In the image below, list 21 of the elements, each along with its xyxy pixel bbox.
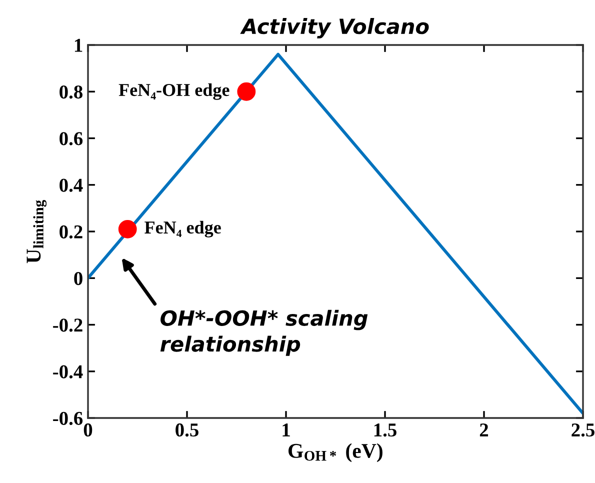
x-tick-label: 2 (480, 423, 488, 436)
annotation: FeN₄-OH edge (118, 83, 230, 100)
x-tick-label: 2.5 (572, 423, 594, 437)
y-tick-label: 0.4 (60, 178, 83, 192)
x-tick-label: 1.5 (374, 424, 396, 437)
y-tick-label: -0.4 (53, 365, 83, 378)
y-tick-label: -0.6 (53, 412, 83, 426)
y-tick-label: 1 (74, 38, 82, 52)
annotation: OH*-OOH* scaling relationship (160, 310, 368, 356)
y-tick-label: 0.6 (60, 132, 83, 146)
annotation: FeN₄ edge (144, 220, 221, 238)
x-tick-label: 0 (84, 423, 92, 437)
x-axis-title: G$_{OH*}$ (eV) (288, 443, 382, 462)
y-axis-title: U$_{limiting}$ (26, 200, 47, 264)
y-tick-label: 0.8 (60, 85, 82, 99)
x-tick-label: 1 (282, 424, 290, 436)
chart-title: Activity Volcano (240, 18, 429, 38)
x-tick-label: 0.5 (176, 423, 198, 437)
y-tick-label: -0.2 (53, 318, 82, 332)
y-tick-label: 0.2 (60, 225, 82, 239)
y-tick-label: 0 (74, 272, 82, 286)
